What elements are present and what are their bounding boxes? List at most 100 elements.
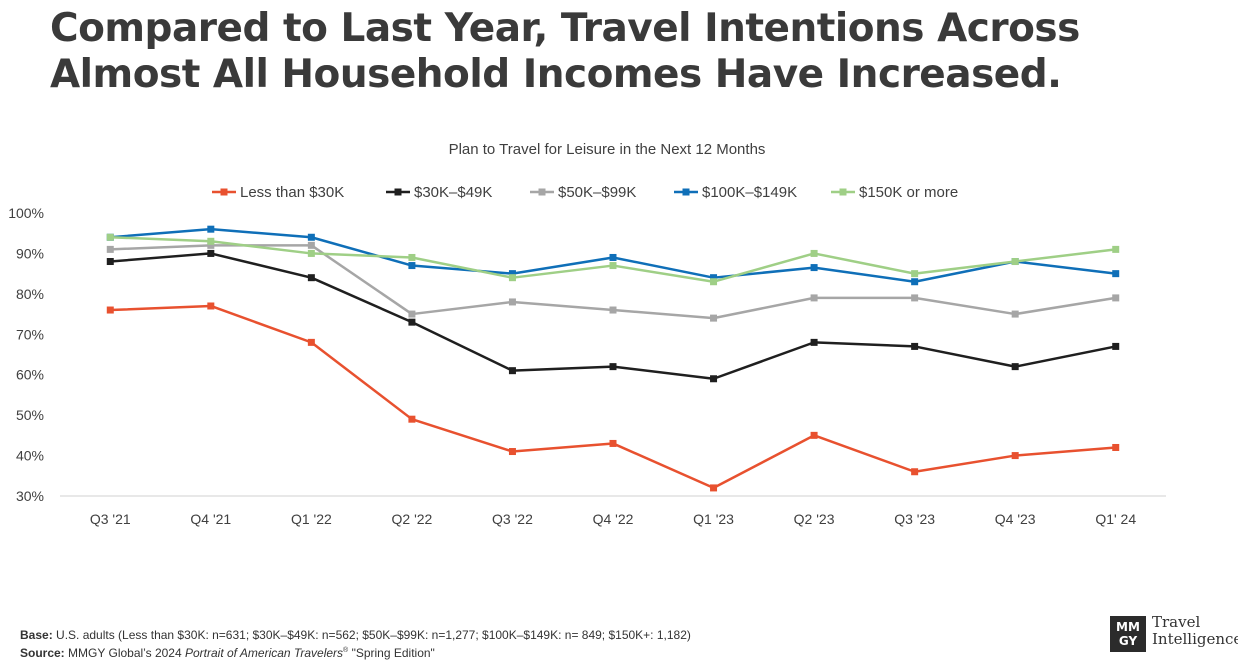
logo-mark-top: MM	[1116, 620, 1140, 634]
base-label: Base:	[20, 628, 53, 642]
legend-marker	[220, 188, 228, 196]
y-tick-label: 40%	[16, 448, 44, 464]
data-point	[508, 270, 516, 278]
x-tick-label: Q4 '23	[995, 511, 1036, 527]
data-point	[1112, 270, 1120, 278]
data-point	[307, 241, 315, 249]
chart-series-group	[106, 225, 1120, 492]
data-point	[508, 274, 516, 282]
series-100k-149k	[106, 225, 1120, 286]
logo-wordmark: Travel Intelligence	[1152, 614, 1238, 648]
data-point	[710, 274, 718, 282]
data-point	[609, 262, 617, 270]
data-point	[609, 363, 617, 371]
legend-item: $100K–$149K	[674, 184, 797, 201]
footnotes: Base: U.S. adults (Less than $30K: n=631…	[20, 627, 691, 661]
series-50k-99k	[106, 241, 1120, 322]
registered-mark: ®	[343, 647, 349, 654]
data-point	[1011, 452, 1019, 460]
logo-text-intelligence: Intelligence	[1152, 630, 1238, 648]
data-point	[609, 253, 617, 261]
data-point	[911, 270, 919, 278]
data-point	[207, 225, 215, 233]
source-label: Source:	[20, 646, 65, 660]
data-point	[307, 338, 315, 346]
data-point	[609, 439, 617, 447]
y-tick-label: 80%	[16, 286, 44, 302]
legend-label: Less than $30K	[240, 184, 344, 201]
source-edition: "Spring Edition"	[351, 646, 435, 660]
data-point	[710, 375, 718, 383]
mmgy-logo-mark: MM GY	[1110, 616, 1146, 652]
data-point	[106, 306, 114, 314]
data-point	[207, 237, 215, 245]
legend-label: $30K–$49K	[414, 184, 492, 201]
data-point	[810, 294, 818, 302]
y-tick-label: 90%	[16, 245, 44, 261]
x-tick-label: Q4 '22	[593, 511, 634, 527]
data-point	[106, 245, 114, 253]
data-point	[710, 314, 718, 322]
data-point	[508, 298, 516, 306]
data-point	[1011, 363, 1019, 371]
data-point	[609, 306, 617, 314]
data-point	[408, 310, 416, 318]
data-point	[810, 249, 818, 257]
data-point	[307, 249, 315, 257]
data-point	[710, 484, 718, 492]
y-tick-label: 60%	[16, 367, 44, 383]
page-title-line-2: Almost All Household Incomes Have Increa…	[50, 52, 1062, 97]
legend-marker	[682, 188, 690, 196]
data-point	[810, 431, 818, 439]
x-tick-label: Q3 '22	[492, 511, 533, 527]
legend-label: $100K–$149K	[702, 184, 797, 201]
data-point	[408, 318, 416, 326]
series-30k-49k	[106, 249, 1120, 383]
data-point	[207, 241, 215, 249]
series-line	[110, 304, 1116, 490]
data-point	[207, 302, 215, 310]
chart-legend: Less than $30K $30K–$49K $50K–$99K $100K–$1…	[212, 184, 958, 201]
source-note: Source: MMGY Global’s 2024 Portrait of A…	[20, 643, 691, 661]
legend-item: Less than $30K	[212, 184, 344, 201]
x-tick-label: Q1' 24	[1095, 511, 1136, 527]
y-tick-label: 50%	[16, 407, 44, 423]
y-tick-label: 70%	[16, 326, 44, 342]
data-point	[1112, 342, 1120, 350]
data-point	[207, 249, 215, 257]
data-point	[106, 233, 114, 241]
series-less-than-30k	[106, 302, 1120, 492]
data-point	[911, 294, 919, 302]
base-text: U.S. adults (Less than $30K: n=631; $30K…	[56, 628, 691, 642]
y-tick-label: 30%	[16, 488, 44, 504]
data-point	[810, 338, 818, 346]
legend-item: $150K or more	[831, 184, 958, 201]
data-point	[911, 278, 919, 286]
page-title: Compared to Last Year, Travel Intentions…	[50, 6, 1200, 98]
x-tick-label: Q4 '21	[190, 511, 231, 527]
legend-label: $50K–$99K	[558, 184, 636, 201]
data-point	[1011, 258, 1019, 266]
data-point	[710, 278, 718, 286]
data-point	[508, 448, 516, 456]
data-point	[106, 258, 114, 266]
x-tick-label: Q2 '23	[794, 511, 835, 527]
line-chart: Plan to Travel for Leisure in the Next 1…	[8, 141, 1166, 527]
base-note: Base: U.S. adults (Less than $30K: n=631…	[20, 627, 691, 643]
x-tick-label: Q3 '21	[90, 511, 131, 527]
data-point	[508, 367, 516, 375]
x-tick-label: Q3 '23	[894, 511, 935, 527]
data-point	[1112, 245, 1120, 253]
legend-item: $50K–$99K	[530, 184, 636, 201]
data-point	[408, 415, 416, 423]
y-tick-label: 100%	[8, 205, 44, 221]
data-point	[911, 468, 919, 476]
mmgy-logo: MM GY Travel Intelligence	[1110, 614, 1238, 654]
legend-item: $30K–$49K	[386, 184, 492, 201]
legend-label: $150K or more	[859, 184, 958, 201]
data-point	[307, 233, 315, 241]
data-point	[408, 262, 416, 270]
logo-text-travel: Travel	[1152, 613, 1201, 631]
source-text: MMGY Global’s 2024	[68, 646, 182, 660]
data-point	[1011, 310, 1019, 318]
